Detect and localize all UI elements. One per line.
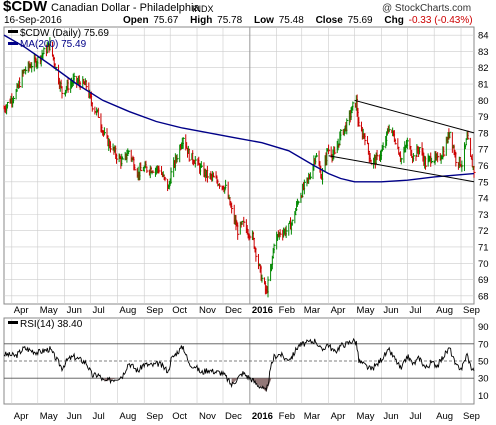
legend-ma200: MA(200) 75.49 <box>20 39 87 50</box>
price-y-tick-label: 68 <box>478 291 489 302</box>
price-x-tick-label: Aug <box>436 305 453 316</box>
price-y-tick-label: 80 <box>478 96 489 107</box>
price-x-tick-label: 2016 <box>252 305 273 316</box>
price-x-tick-label: Jul <box>93 305 105 316</box>
price-x-tick-label: Sep <box>146 305 163 316</box>
price-x-tick-label: Oct <box>172 305 187 316</box>
rsi-x-tick-label: Jul <box>409 411 421 422</box>
high-value: 75.78 <box>217 15 243 26</box>
quote-date: 16-Sep-2016 <box>4 15 62 26</box>
rsi-x-tick-label: Apr <box>14 411 29 422</box>
price-y-tick-label: 81 <box>478 80 489 91</box>
rsi-x-tick-label: Aug <box>119 411 136 422</box>
price-y-tick-label: 72 <box>478 226 489 237</box>
low-value: 75.48 <box>278 15 304 26</box>
rsi-x-tick-label: Aug <box>436 411 453 422</box>
price-x-tick-label: Jun <box>67 305 82 316</box>
price-y-tick-label: 73 <box>478 210 489 221</box>
price-y-tick-label: 70 <box>478 259 489 270</box>
channel-lower-line <box>328 155 475 183</box>
price-y-tick-label: 78 <box>478 128 489 139</box>
legend-price: $CDW (Daily) 75.69 <box>20 28 109 39</box>
rsi-x-tick-label: Dec <box>225 411 242 422</box>
index-tag: INDX <box>192 4 214 14</box>
rsi-x-tick-label: Nov <box>199 411 216 422</box>
rsi-x-tick-label: Apr <box>331 411 346 422</box>
price-x-tick-label: Dec <box>225 305 242 316</box>
rsi-y-tick-label: 30 <box>478 374 489 385</box>
rsi-x-tick-label: May <box>357 411 375 422</box>
price-x-tick-label: Jul <box>409 305 421 316</box>
rsi-x-tick-label: Oct <box>172 411 187 422</box>
rsi-y-tick-label: 10 <box>478 391 489 402</box>
rsi-x-tick-label: Jun <box>67 411 82 422</box>
rsi-x-tick-label: Feb <box>279 411 295 422</box>
price-x-tick-label: Jun <box>383 305 398 316</box>
price-y-tick-label: 76 <box>478 161 489 172</box>
rsi-x-tick-label: Jun <box>383 411 398 422</box>
price-x-tick-label: Sep <box>463 305 480 316</box>
rsi-x-tick-label: Mar <box>304 411 320 422</box>
close-value: 75.69 <box>347 15 373 26</box>
rsi-x-tick-label: Sep <box>463 411 480 422</box>
chg-value: -0.33 (-0.43%) <box>408 15 473 26</box>
price-y-tick-label: 74 <box>478 194 489 205</box>
chg-label: Chg <box>384 15 404 26</box>
rsi-oversold-fill <box>104 378 272 392</box>
open-label: Open <box>123 15 149 26</box>
legend-swatch-price <box>8 30 18 33</box>
price-x-tick-label: Feb <box>279 305 295 316</box>
legend-swatch-ma <box>8 42 18 45</box>
price-y-tick-label: 71 <box>478 242 489 253</box>
price-y-tick-label: 82 <box>478 63 489 74</box>
price-y-tick-label: 69 <box>478 275 489 286</box>
rsi-line <box>3 337 475 393</box>
price-x-tick-label: May <box>40 305 58 316</box>
rsi-y-tick-label: 90 <box>478 322 489 333</box>
price-y-tick-label: 77 <box>478 145 489 156</box>
price-y-tick-label: 84 <box>478 31 489 42</box>
open-value: 75.67 <box>153 15 179 26</box>
price-x-tick-label: May <box>357 305 375 316</box>
rsi-y-tick-label: 50 <box>478 357 489 368</box>
rsi-x-tick-label: May <box>40 411 58 422</box>
rsi-x-tick-label: Jul <box>93 411 105 422</box>
price-x-tick-label: Apr <box>331 305 346 316</box>
rsi-x-tick-label: 2016 <box>252 411 273 422</box>
price-y-tick-label: 75 <box>478 177 489 188</box>
price-x-tick-label: Aug <box>119 305 136 316</box>
rsi-y-tick-label: 70 <box>478 339 489 350</box>
brand-watermark: @ StockCharts.com <box>382 3 472 14</box>
symbol-description: Canadian Dollar - Philadelphia <box>51 2 200 14</box>
price-x-tick-label: Apr <box>14 305 29 316</box>
quote-row: Open 75.67 High 75.78 Low 75.48 Close 75… <box>123 15 473 26</box>
price-y-tick-label: 83 <box>478 47 489 58</box>
high-label: High <box>190 15 213 26</box>
legend-rsi: RSI(14) 38.40 <box>20 319 83 330</box>
symbol-title: $CDW <box>3 0 48 15</box>
ma200-line <box>3 34 475 183</box>
channel-upper-line <box>354 99 475 134</box>
low-label: Low <box>253 15 274 26</box>
price-x-tick-label: Mar <box>304 305 320 316</box>
legend-swatch-rsi <box>8 321 18 324</box>
close-label: Close <box>315 15 343 26</box>
rsi-x-tick-label: Sep <box>146 411 163 422</box>
price-y-tick-label: 79 <box>478 112 489 123</box>
price-x-tick-label: Nov <box>199 305 216 316</box>
